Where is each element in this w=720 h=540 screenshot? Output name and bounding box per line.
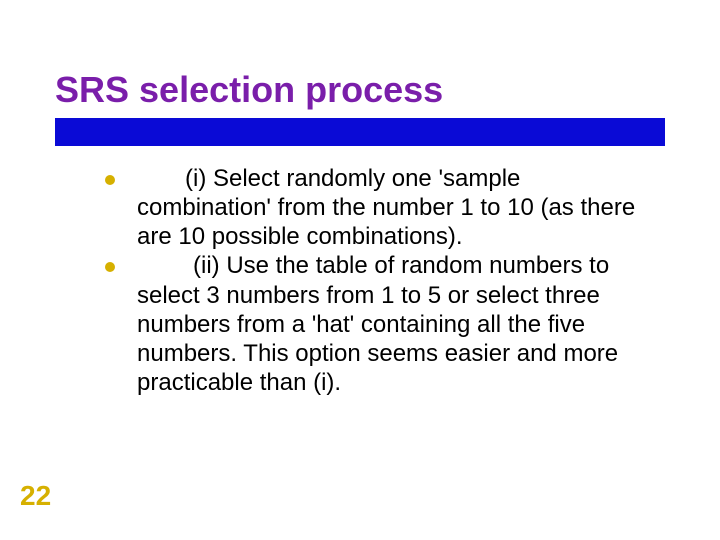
- slide-title: SRS selection process: [55, 70, 665, 110]
- bullet-dot-icon: [105, 175, 115, 185]
- bullet-item: (i) Select randomly one 'sample combinat…: [105, 164, 650, 252]
- slide: SRS selection process (i) Select randoml…: [0, 0, 720, 540]
- bullet-dot-icon: [105, 262, 115, 272]
- bullet-item: (ii) Use the table of random numbers to …: [105, 251, 650, 397]
- bullet-text: (i) Select randomly one 'sample combinat…: [137, 164, 650, 252]
- bullet-text: (ii) Use the table of random numbers to …: [137, 251, 650, 397]
- bullet-body: (ii) Use the table of random numbers to …: [137, 252, 618, 396]
- content-area: (i) Select randomly one 'sample combinat…: [0, 146, 720, 398]
- bullet-body: (i) Select randomly one 'sample combinat…: [137, 165, 635, 251]
- page-number: 22: [20, 480, 51, 512]
- title-area: SRS selection process: [0, 0, 720, 146]
- title-underline: [55, 118, 665, 146]
